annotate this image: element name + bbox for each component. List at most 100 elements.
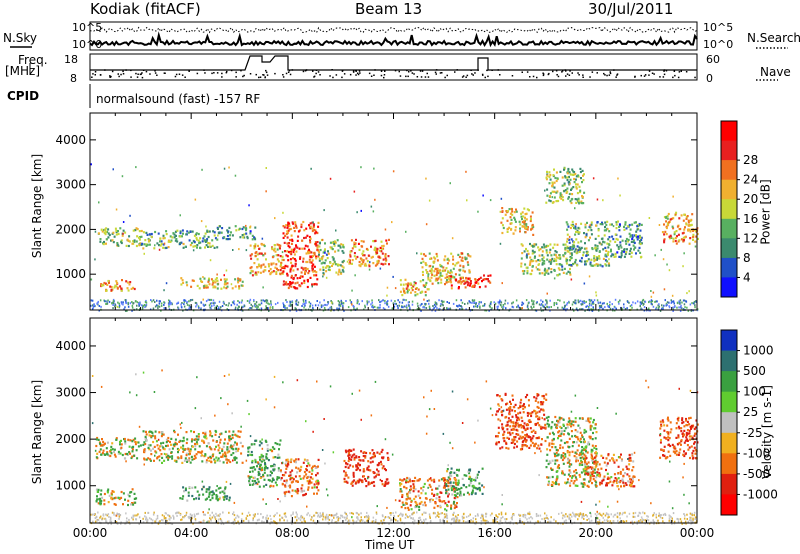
echo-cell	[279, 518, 281, 521]
echo-cell	[523, 221, 526, 224]
echo-cell	[406, 289, 409, 292]
echo-cell	[527, 226, 529, 229]
echo-cell	[333, 244, 336, 247]
echo-cell	[608, 236, 611, 239]
echo-cell	[583, 300, 585, 303]
echo-cell	[499, 210, 502, 213]
echo-cell	[591, 301, 594, 304]
nave-point	[329, 75, 331, 77]
echo-cell	[477, 279, 479, 282]
echo-cell	[221, 448, 224, 451]
echo-cell	[152, 299, 155, 302]
echo-cell	[253, 476, 256, 479]
echo-cell	[177, 306, 179, 309]
echo-cell	[660, 248, 662, 251]
echo-cell	[93, 513, 96, 515]
echo-cell	[99, 497, 101, 500]
echo-cell	[321, 258, 324, 261]
echo-cell	[433, 260, 436, 263]
echo-cell	[150, 453, 153, 456]
echo-cell	[182, 246, 185, 249]
echo-cell	[100, 489, 103, 492]
echo-cell	[395, 302, 397, 305]
echo-cell	[203, 513, 205, 516]
echo-cell	[150, 449, 152, 452]
echo-cell	[309, 255, 312, 258]
echo-cell	[665, 302, 668, 305]
echo-cell	[301, 247, 304, 250]
echo-cell	[688, 290, 690, 293]
echo-cell	[137, 441, 140, 444]
echo-cell	[204, 303, 207, 306]
echo-cell	[434, 257, 437, 260]
nave-point	[640, 74, 642, 77]
echo-cell	[513, 211, 516, 214]
echo-cell	[361, 300, 363, 303]
echo-cell	[120, 446, 123, 449]
echo-cell	[531, 252, 534, 255]
echo-cell	[237, 300, 239, 302]
echo-cell	[210, 278, 213, 281]
echo-cell	[351, 512, 353, 515]
echo-cell	[555, 263, 558, 266]
echo-cell	[204, 453, 207, 456]
echo-cell	[369, 261, 371, 264]
echo-cell	[689, 224, 692, 227]
echo-cell	[100, 453, 103, 456]
echo-cell	[273, 249, 275, 252]
nave-point	[663, 69, 666, 71]
echo-cell	[231, 445, 234, 448]
echo-cell	[440, 278, 443, 281]
echo-cell	[115, 208, 118, 211]
echo-cell	[232, 301, 235, 304]
nave-point	[343, 73, 346, 75]
echo-cell	[186, 284, 189, 287]
echo-cell	[394, 300, 396, 303]
echo-cell	[366, 300, 368, 303]
echo-cell	[136, 304, 138, 307]
echo-cell	[402, 513, 404, 516]
echo-cell	[179, 241, 182, 245]
echo-cell	[143, 243, 146, 246]
nave-point	[374, 69, 376, 71]
echo-cell	[184, 489, 187, 492]
echo-cell	[264, 269, 267, 272]
echo-cell	[564, 176, 567, 179]
echo-cell	[248, 300, 251, 303]
echo-cell	[142, 231, 145, 234]
echo-cell	[214, 278, 217, 281]
echo-cell	[99, 499, 102, 502]
echo-cell	[609, 301, 611, 304]
echo-cell	[317, 255, 320, 258]
echo-cell	[177, 433, 179, 436]
echo-cell	[576, 264, 579, 267]
echo-cell	[295, 490, 298, 493]
echo-cell	[434, 267, 437, 270]
echo-cell	[361, 519, 364, 522]
echo-cell	[523, 225, 526, 228]
nave-point	[486, 69, 488, 72]
echo-cell	[581, 202, 583, 205]
echo-cell	[293, 230, 296, 233]
echo-cell	[115, 280, 118, 283]
nave-point	[282, 76, 285, 78]
echo-cell	[694, 306, 696, 309]
echo-cell	[589, 299, 591, 302]
echo-cell	[202, 298, 204, 301]
echo-cell	[220, 455, 223, 458]
echo-cell	[142, 430, 145, 433]
echo-cell	[203, 277, 206, 280]
echo-cell	[522, 515, 524, 518]
echo-cell	[179, 230, 182, 233]
echo-cell	[145, 516, 147, 519]
echo-cell	[527, 307, 529, 310]
echo-cell	[224, 280, 227, 283]
echo-cell	[482, 514, 484, 517]
echo-cell	[425, 511, 427, 514]
echo-cell	[272, 307, 274, 309]
echo-cell	[423, 518, 425, 521]
echo-cell	[145, 303, 148, 306]
echo-cell	[154, 435, 157, 438]
echo-cell	[546, 305, 548, 308]
echo-cell	[104, 300, 106, 303]
